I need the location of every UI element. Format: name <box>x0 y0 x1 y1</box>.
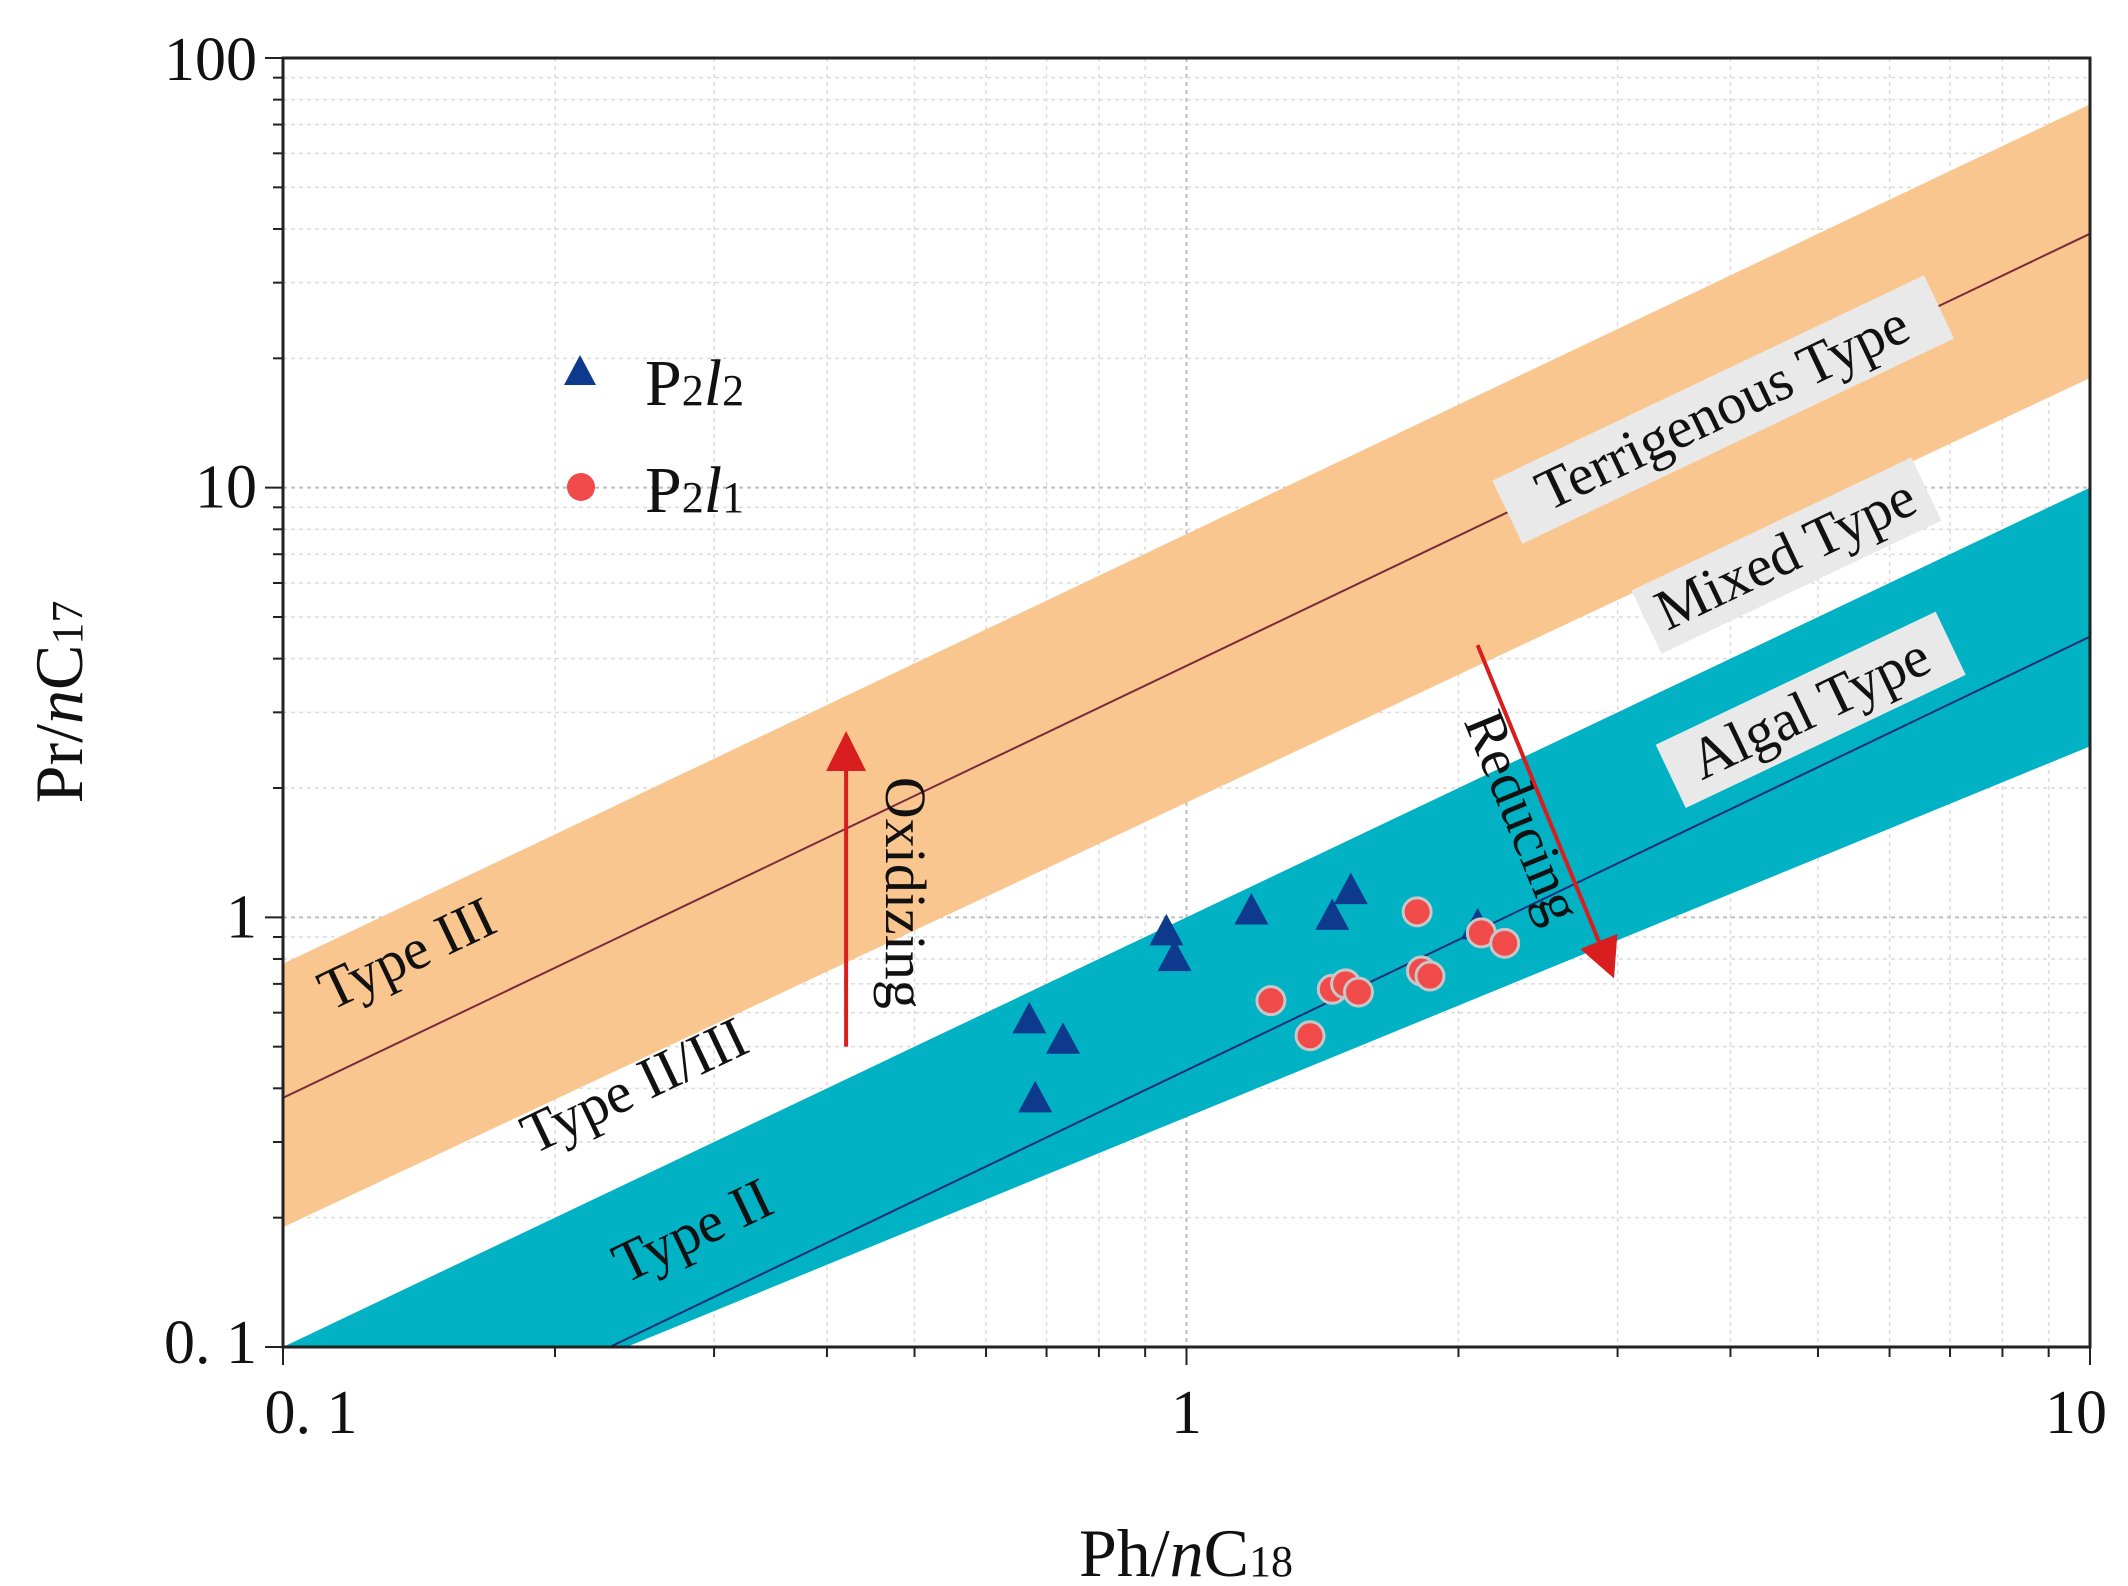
x-axis-label: Ph/nC18 <box>1079 1515 1293 1586</box>
p2l2-triangle-point <box>1157 939 1192 972</box>
p2l2-triangle-point <box>1333 872 1368 905</box>
legend: P2l2 P2l1 <box>564 347 744 527</box>
p2l2-triangle-point <box>1012 1001 1047 1034</box>
p2l2-triangle-point <box>1315 898 1350 930</box>
region-label-background <box>1655 611 1966 809</box>
p2l2-triangle-point <box>1018 1080 1053 1113</box>
ticks: 0. 1 1 10 0. 1 1 10 100 <box>164 26 2107 1447</box>
legend-label-p2l2-sub1: 2 <box>682 366 704 415</box>
legend-label-p2l1-sub1: 2 <box>682 473 704 522</box>
x-tick-label: 0. 1 <box>265 1379 358 1447</box>
x-tick-label: 1 <box>1171 1379 1202 1447</box>
p2l1-circle-point <box>1255 985 1287 1017</box>
y-tick-label: 0. 1 <box>164 1309 257 1377</box>
y-tick-label: 10 <box>195 454 257 522</box>
data-points <box>1012 872 1521 1113</box>
x-axis-label-main: Ph/ <box>1079 1515 1170 1586</box>
p2l2-triangle-point <box>1234 893 1269 925</box>
legend-label-p2l2-sub2: 2 <box>722 366 744 415</box>
x-axis-label-tail: C <box>1204 1515 1249 1586</box>
y-axis-label-sub: 17 <box>43 601 92 645</box>
p2l1-circle-point <box>1401 896 1433 928</box>
region-label-background <box>1631 457 1942 654</box>
algal-band <box>283 487 2090 1347</box>
x-axis-label-italic: n <box>1170 1515 1204 1586</box>
legend-label-p2l1-l: l <box>704 454 722 527</box>
legend-label-p2l2-p: P <box>645 347 682 420</box>
y-axis-label-italic: n <box>21 690 97 724</box>
legend-label-p2l1-sub2: 1 <box>722 473 744 522</box>
region-label-background <box>1492 275 1955 544</box>
p2l1-circle-point <box>1489 927 1521 959</box>
y-tick-label: 1 <box>226 883 257 951</box>
p2l2-triangle-point <box>1046 1022 1081 1054</box>
y-axis-label: Pr/nC17 <box>21 601 97 804</box>
x-axis-label-sub: 18 <box>1249 1537 1293 1586</box>
p2l2-triangle-point <box>1149 913 1184 946</box>
p2l1-circle-point <box>1294 1020 1326 1052</box>
legend-label-p2l2: P2l2 <box>645 347 744 420</box>
x-tick-label: 10 <box>2045 1379 2107 1447</box>
legend-label-p2l1: P2l1 <box>645 454 744 527</box>
legend-label-p2l2-l: l <box>704 347 722 420</box>
reducing-arrow <box>1475 644 1618 979</box>
y-tick-label: 100 <box>164 26 257 94</box>
legend-label-p2l1-p: P <box>645 454 682 527</box>
p2l1-circle-point <box>1414 960 1446 992</box>
legend-triangle-marker <box>564 355 596 385</box>
legend-circle-marker <box>567 473 595 501</box>
y-axis-label-main: Pr/ <box>21 724 97 803</box>
oxidizing-arrow-label: Oxidizing <box>873 777 938 1009</box>
p2l1-circle-point <box>1342 976 1374 1008</box>
y-axis-label-tail: C <box>21 645 97 690</box>
